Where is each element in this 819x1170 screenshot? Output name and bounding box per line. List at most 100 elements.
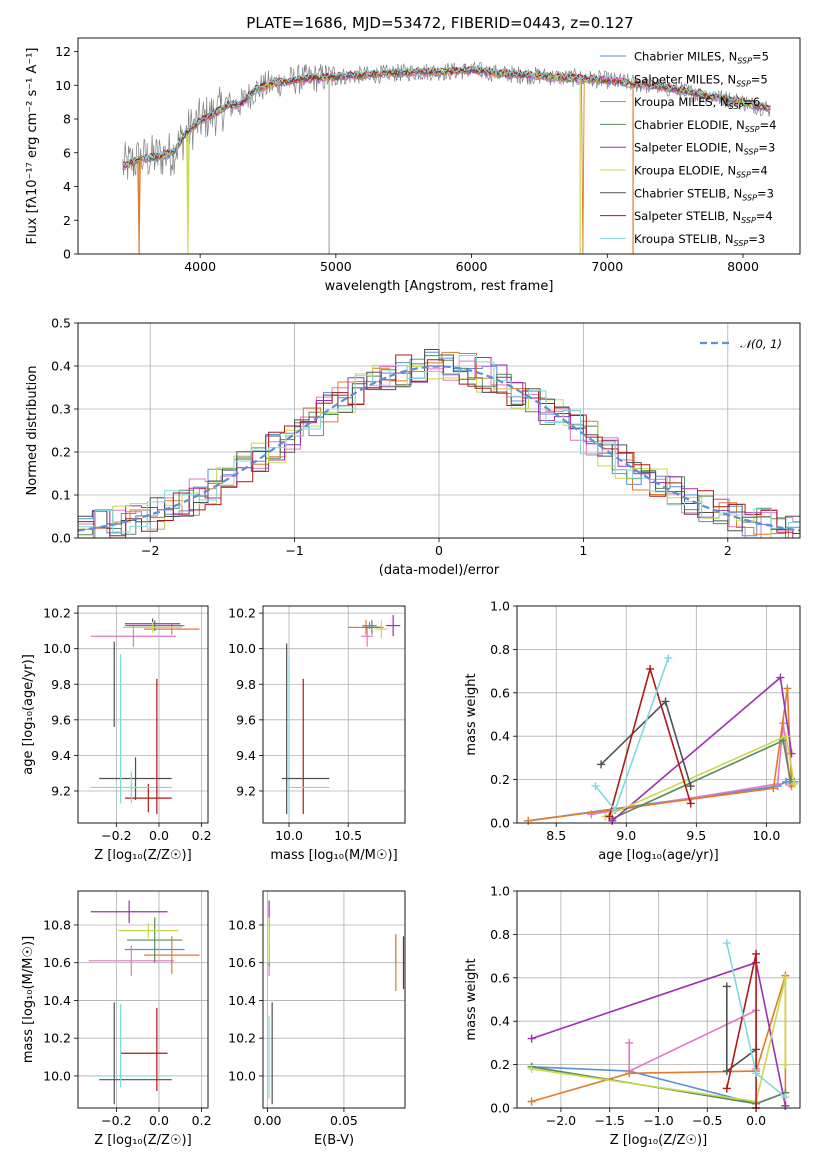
y-tick-label: 9.8	[236, 677, 256, 692]
weight-marker	[664, 654, 673, 663]
y-tick-label: 4	[63, 179, 71, 194]
x-axis-label: E(B-V)	[314, 1133, 354, 1148]
x-tick-label: 4000	[184, 259, 216, 274]
y-tick-label: 10.0	[228, 641, 256, 656]
legend-label: Chabrier ELODIE, NSSP=4	[634, 118, 776, 134]
y-tick-label: 10	[55, 78, 71, 93]
x-tick-label: 0.0	[149, 828, 169, 843]
y-tick-label: 0.4	[51, 359, 71, 374]
mass-vs-Z-panel: −0.2 0.0 0.2 10.0 10.2 10.4 10.6 10.8 Z [log₁₀(Z…	[21, 890, 212, 1148]
error-bars	[88, 900, 200, 1105]
x-axis-label: Z [log₁₀(Z/Z☉)]	[94, 1133, 191, 1148]
weight-marker	[781, 1093, 790, 1102]
x-tick-label: 0.0	[149, 1113, 169, 1128]
y-axis-label: Normed distribution	[25, 366, 40, 496]
weight-line-7	[726, 953, 757, 1108]
weight-marker	[769, 784, 778, 793]
spectrum-lines	[122, 61, 771, 254]
x-axis-label: (data-model)/error	[379, 563, 500, 578]
weight-marker	[625, 1038, 634, 1047]
x-tick-label: 6000	[456, 259, 488, 274]
x-axis-label: mass [log₁₀(M/M☉)]	[270, 848, 397, 863]
x-tick-label: 0.2	[192, 828, 212, 843]
y-tick-label: 0.0	[51, 531, 71, 546]
weight-marker	[527, 1064, 536, 1073]
y-tick-label: 0.2	[51, 445, 71, 460]
y-axis-label: mass [log₁₀(M/M☉)]	[21, 936, 36, 1063]
y-tick-label: 0.4	[490, 729, 510, 744]
x-tick-label: −2.0	[546, 1113, 576, 1128]
weight-marker	[722, 939, 731, 948]
weight-marker	[773, 779, 782, 788]
age-vs-Z-panel: −0.2 0.0 0.2 9.2 9.4 9.6 9.8 10.0 10.2 Z [log₁₀(Z…	[21, 605, 212, 863]
x-tick-label: 7000	[591, 259, 623, 274]
legend-label: Salpeter STELIB, NSSP=4	[634, 209, 773, 225]
residuals-panel: −2 −1 0 1 2 0.0 0.1 0.2 0.3 0.4 0.5 (data-model)/er…	[25, 316, 801, 578]
y-tick-label: 10.4	[43, 993, 71, 1008]
y-tick-label: 12	[55, 44, 71, 59]
y-tick-label: 9.6	[236, 712, 256, 727]
y-tick-label: 0.1	[51, 488, 71, 503]
weight-line-6	[726, 986, 757, 1073]
x-tick-label: 0.05	[330, 1113, 358, 1128]
weight-marker	[722, 982, 731, 991]
y-tick-label: 0.2	[490, 1057, 510, 1072]
legend-label: Kroupa ELODIE, NSSP=4	[634, 164, 768, 180]
weight-lines	[524, 654, 799, 825]
normal-reference-curve	[77, 365, 801, 532]
weight-marker	[608, 816, 617, 825]
x-tick-label: −0.2	[101, 1113, 131, 1128]
y-tick-label: 0.0	[490, 816, 510, 831]
weight-marker	[722, 1067, 731, 1076]
x-tick-label: 5000	[320, 259, 352, 274]
legend-label: Kroupa MILES, NSSP=6	[634, 95, 760, 111]
axes-frame	[516, 890, 801, 1109]
y-axis-label: Flux [fλ10⁻¹⁷ erg cm⁻² s⁻¹ A⁻¹]	[25, 48, 40, 245]
y-tick-label: 10.0	[43, 1068, 71, 1083]
weight-marker	[611, 805, 620, 814]
x-tick-label: 9.5	[686, 828, 706, 843]
y-tick-label: 0.4	[490, 1014, 510, 1029]
weight-line-6	[600, 700, 692, 787]
weight-marker	[625, 1069, 634, 1078]
y-tick-label: 10.4	[228, 993, 256, 1008]
weight-marker	[527, 1097, 536, 1106]
axes-frame	[77, 37, 801, 255]
model-line-8	[122, 64, 771, 167]
x-tick-label: 10.5	[334, 828, 362, 843]
x-tick-label: 0.2	[192, 1113, 212, 1128]
weight-marker	[783, 684, 792, 693]
age-vs-mass-panel: 10.0 10.5 9.2 9.4 9.6 9.8 10.0 10.2 mass [log₁₀(…	[228, 605, 406, 863]
y-tick-label: 10.8	[228, 917, 256, 932]
spectrum-panel: 4000 5000 6000 7000 8000 0 2 4 6 8 10 12 wavelength …	[25, 37, 801, 294]
weight-marker	[524, 816, 533, 825]
y-tick-label: 0	[63, 247, 71, 262]
y-tick-label: 9.4	[51, 748, 71, 763]
figure-title: PLATE=1686, MJD=53472, FIBERID=0443, z=0…	[246, 14, 633, 32]
error-bars	[90, 618, 200, 815]
y-tick-label: 0.6	[490, 685, 510, 700]
weight-marker	[752, 1069, 761, 1078]
y-tick-label: 0.6	[490, 970, 510, 985]
axes-frame	[262, 605, 406, 824]
y-tick-label: 0.0	[490, 1101, 510, 1116]
histogram-8	[78, 355, 800, 533]
weight-marker	[781, 777, 790, 786]
legend-label: 𝒩(0, 1)	[740, 337, 782, 351]
y-tick-label: 10.2	[43, 1031, 71, 1046]
axes-frame	[77, 322, 801, 539]
x-axis-label: wavelength [Angstrom, rest frame]	[325, 279, 554, 294]
legend-label: Chabrier STELIB, NSSP=3	[634, 186, 774, 202]
weight-marker	[781, 1101, 790, 1110]
weight-marker	[686, 799, 695, 808]
weight-marker	[781, 973, 790, 982]
histogram-6	[78, 349, 800, 532]
y-tick-label: 0.3	[51, 402, 71, 417]
y-tick-label: 9.2	[236, 783, 256, 798]
y-tick-label: 1.0	[490, 599, 510, 614]
x-tick-label: −0.5	[692, 1113, 722, 1128]
x-tick-label: −1	[285, 543, 303, 558]
y-tick-label: 0.2	[490, 772, 510, 787]
mass-weight-vs-age-panel: 8.5 9.0 9.5 10.0 0.0 0.2 0.4 0.6 0.8 1.0 age [log₁…	[464, 599, 801, 863]
y-tick-label: 9.6	[51, 712, 71, 727]
